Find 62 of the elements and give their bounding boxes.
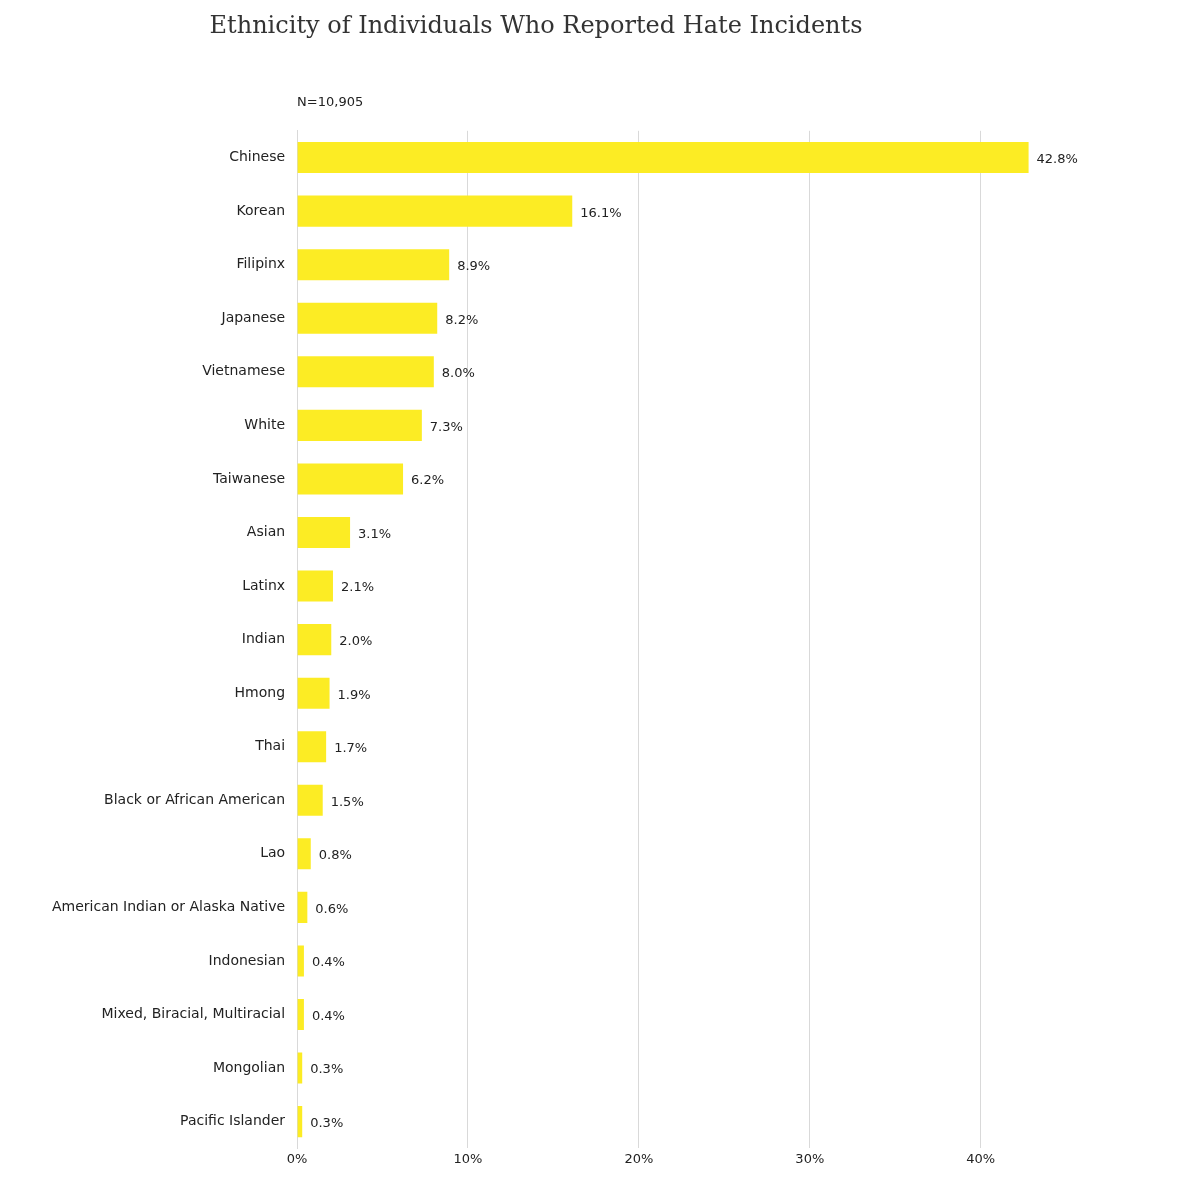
x-tick-label: 0% — [286, 1150, 308, 1166]
y-tick-label: Mixed, Biracial, Multiracial — [101, 1005, 286, 1022]
data-label: 2.0% — [339, 632, 373, 648]
y-tick-label: Thai — [254, 737, 286, 754]
data-label: 8.0% — [441, 365, 475, 381]
y-tick-label: Hmong — [234, 683, 286, 700]
data-label: 0.6% — [315, 900, 349, 916]
y-tick-label: White — [244, 416, 286, 433]
bar — [297, 356, 434, 388]
y-tick-label: Lao — [260, 844, 286, 861]
data-label: 7.3% — [429, 418, 463, 434]
data-label: 0.3% — [310, 1115, 344, 1130]
bar — [297, 249, 450, 281]
data-label: 8.2% — [445, 311, 479, 327]
bar — [297, 998, 304, 1031]
bar — [297, 731, 327, 763]
bar — [297, 838, 311, 870]
x-tick-label: 30% — [795, 1150, 825, 1166]
y-tick-label: Pacific Islander — [180, 1112, 286, 1129]
y-tick-label: Latinx — [242, 576, 286, 593]
x-tick-label: 40% — [966, 1150, 996, 1166]
bar — [297, 570, 333, 602]
x-tick-label: 10% — [453, 1150, 483, 1166]
y-tick-label: Mongolian — [212, 1058, 286, 1075]
data-label: 1.7% — [334, 740, 368, 756]
bar — [297, 195, 573, 227]
bar — [297, 409, 422, 441]
bar — [297, 624, 332, 656]
data-label: 42.8% — [1036, 150, 1078, 166]
y-tick-label: Korean — [236, 201, 286, 218]
bar — [297, 463, 404, 495]
bar — [297, 142, 1029, 174]
data-label: 1.9% — [337, 686, 371, 702]
data-label: 0.3% — [310, 1061, 344, 1077]
data-label: 0.8% — [318, 847, 352, 863]
data-label: 0.4% — [311, 954, 345, 970]
bar — [297, 677, 330, 709]
data-label: 16.1% — [580, 204, 622, 220]
y-tick-label: Black or African American — [104, 790, 286, 807]
chart-title: Ethnicity of Individuals Who Reported Hate Incidents — [209, 10, 863, 39]
data-label: 1.5% — [330, 793, 364, 809]
data-label: 2.1% — [340, 579, 375, 595]
y-tick-label: Indonesian — [208, 951, 286, 968]
bar — [297, 945, 304, 977]
y-tick-label: Asian — [246, 523, 286, 540]
data-label: 3.1% — [358, 525, 392, 541]
y-tick-label: Vietnamese — [202, 362, 286, 379]
bar — [297, 516, 351, 549]
y-tick-label: Filipinx — [236, 255, 286, 272]
y-tick-label: American Indian or Alaska Native — [51, 898, 286, 915]
bar — [297, 784, 323, 816]
y-tick-label: Chinese — [229, 148, 286, 165]
x-tick-label: 20% — [624, 1150, 654, 1166]
y-tick-label: Japanese — [220, 308, 286, 325]
data-label: 8.9% — [457, 258, 491, 274]
y-tick-label: Taiwanese — [211, 469, 286, 486]
data-label: 6.2% — [411, 472, 445, 488]
bar — [297, 302, 438, 334]
bar — [297, 891, 308, 923]
y-tick-label: Indian — [241, 630, 286, 647]
chart-subtitle: N=10,905 — [297, 94, 364, 109]
data-label: 0.4% — [311, 1007, 345, 1023]
